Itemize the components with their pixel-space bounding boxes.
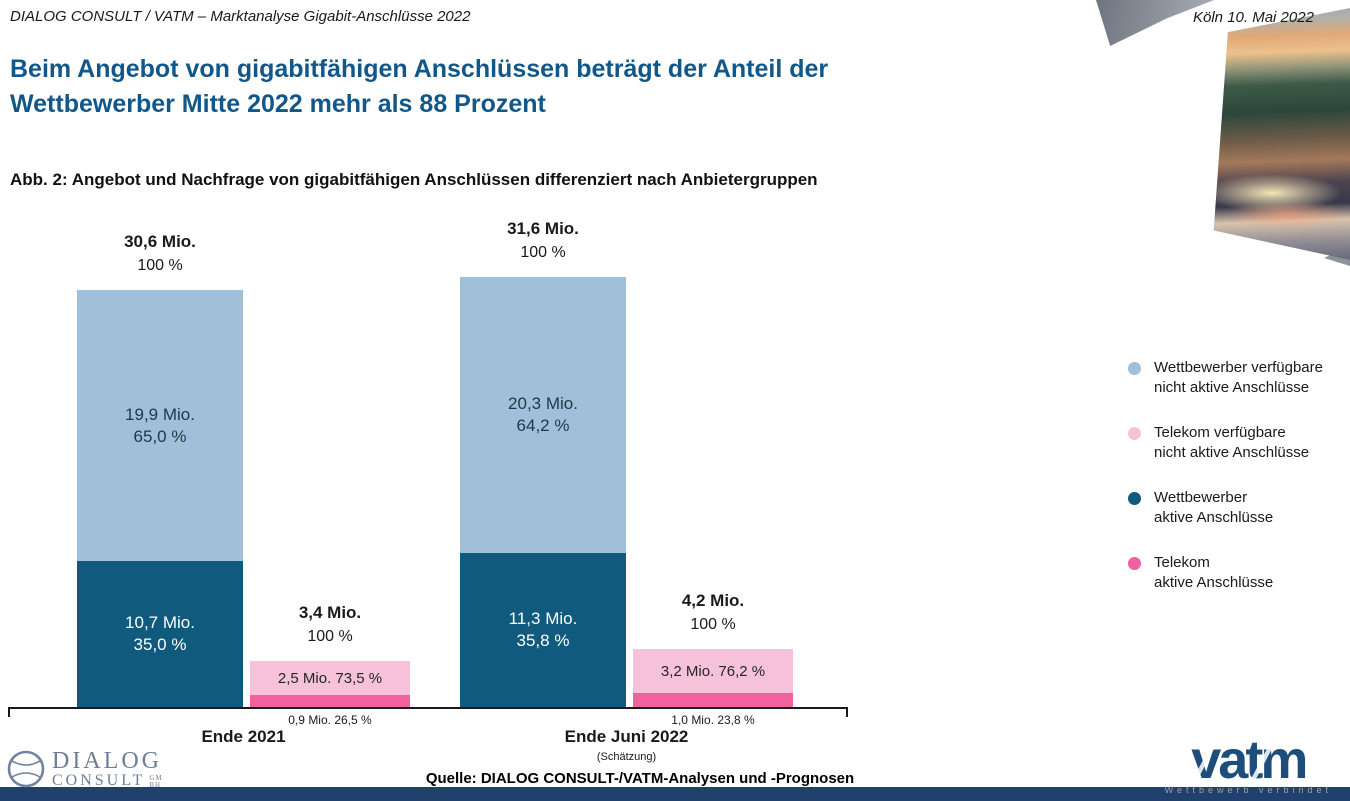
segment-label: 10,7 Mio. 35,0 % (125, 612, 195, 656)
bar-total-percent: 100 % (137, 257, 183, 274)
segment-label: 2,5 Mio. 73,5 % (277, 669, 383, 687)
legend-label: Wettbewerber aktive Anschlüsse (1154, 488, 1273, 528)
segment-label: 20,3 Mio. 64,2 % (508, 393, 578, 437)
group-label-text: Ende 2021 (201, 727, 286, 746)
header-photo (1208, 0, 1350, 268)
vatm-tagline: Wettbewerb verbindet (1164, 785, 1332, 795)
bar-wettbewerber: 19,9 Mio. 65,0 % 10,7 Mio. 35,0 % (77, 290, 243, 707)
page-title: Beim Angebot von gigabitfähigen Anschlüs… (10, 55, 829, 118)
legend-line: aktive Anschlüsse (1154, 574, 1274, 591)
legend-item: Telekom verfügbare nicht aktive Anschlüs… (1128, 423, 1323, 463)
group-sublabel-text: (Schätzung) (596, 751, 657, 763)
segment-value: 20,3 Mio. (508, 394, 578, 413)
stacked-bar-chart: 30,6 Mio. 100 % 19,9 Mio. 65,0 % 10,7 Mio. 35… (8, 219, 848, 763)
bar-total-label: 31,6 Mio. 100 % (460, 218, 626, 263)
segment-label: 11,3 Mio. 35,8 % (509, 608, 578, 652)
vatm-logo: vatm Wettbewerb verbindet (1164, 733, 1332, 795)
dialog-consult-logo: DIALOG CONSULT GMBH (6, 749, 163, 789)
footer-bar (0, 787, 1350, 801)
bar-segment: 11,3 Mio. 35,8 % (460, 553, 626, 707)
legend-item: Wettbewerber verfügbare nicht aktive Ans… (1128, 358, 1323, 398)
dialog-word: DIALOG (52, 748, 162, 774)
dialog-consult-wordmark: DIALOG CONSULT GMBH (52, 749, 163, 789)
axis-group-label: Ende Juni 2022 (Schätzung) (460, 727, 793, 764)
highway-photo (1213, 8, 1350, 260)
legend-swatch (1128, 557, 1141, 570)
gmbh-suffix: GMBH (149, 774, 163, 789)
legend-item: Wettbewerber aktive Anschlüsse (1128, 488, 1323, 528)
bar-segment (633, 693, 793, 707)
bar-total-value: 4,2 Mio. (681, 591, 745, 610)
axis-group-label: Ende 2021 (77, 727, 410, 747)
segment-percent: 64,2 % (516, 416, 570, 435)
bar-total-label: 4,2 Mio. 100 % (633, 590, 793, 635)
source-note: Quelle: DIALOG CONSULT-/VATM-Analysen un… (425, 770, 855, 787)
legend-label: Telekom aktive Anschlüsse (1154, 553, 1273, 593)
legend-swatch (1128, 492, 1141, 505)
bar-total-value: 31,6 Mio. (507, 219, 579, 238)
legend-line: Telekom verfügbare (1154, 424, 1286, 441)
bar-segment: 19,9 Mio. 65,0 % (77, 290, 243, 561)
segment-label: 19,9 Mio. 65,0 % (125, 404, 195, 448)
legend-line: Wettbewerber (1154, 489, 1248, 506)
figure-caption: Abb. 2: Angebot und Nachfrage von gigabi… (10, 170, 818, 189)
bar-segment: 20,3 Mio. 64,2 % (460, 277, 626, 553)
legend-line: Wettbewerber verfügbare (1154, 359, 1323, 376)
bar-segment: 2,5 Mio. 73,5 % (250, 661, 410, 695)
below-axis-label: 1,0 Mio. 23,8 % (671, 713, 755, 727)
segment-percent: 35,8 % (516, 631, 570, 650)
below-axis-label: 0,9 Mio. 26,5 % (288, 713, 372, 727)
bar-telekom: 3,2 Mio. 76,2 % (633, 649, 793, 707)
bar-total-label: 3,4 Mio. 100 % (250, 602, 410, 647)
legend-line: nicht aktive Anschlüsse (1154, 444, 1310, 461)
segment-label: 3,2 Mio. 76,2 % (660, 662, 766, 680)
legend-swatch (1128, 362, 1141, 375)
vatm-wordmark: vatm (1165, 733, 1332, 787)
bar-segment (250, 695, 410, 707)
vatm-word-text: vatm (1191, 729, 1308, 790)
legend-label: Wettbewerber verfügbare nicht aktive Ans… (1154, 358, 1323, 398)
consult-word: CONSULT (52, 772, 146, 789)
bar-total-percent: 100 % (520, 244, 566, 261)
legend: Wettbewerber verfügbare nicht aktive Ans… (1128, 358, 1323, 618)
bar-segment: 10,7 Mio. 35,0 % (77, 561, 243, 707)
bar-total-value: 30,6 Mio. (124, 232, 196, 251)
legend-line: nicht aktive Anschlüsse (1154, 379, 1310, 396)
bar-total-percent: 100 % (690, 616, 736, 633)
legend-swatch (1128, 427, 1141, 440)
x-axis (8, 707, 848, 717)
segment-percent: 35,0 % (133, 635, 187, 654)
segment-value: 11,3 Mio. (508, 609, 578, 628)
date-location: Köln 10. Mai 2022 (1193, 9, 1314, 26)
segment-value: 19,9 Mio. (125, 404, 195, 424)
legend-label: Telekom verfügbare nicht aktive Anschlüs… (1154, 423, 1309, 463)
bar-total-percent: 100 % (307, 628, 353, 645)
bar-wettbewerber: 20,3 Mio. 64,2 % 11,3 Mio. 35,8 % (460, 277, 626, 707)
bar-telekom: 2,5 Mio. 73,5 % (250, 661, 410, 707)
segment-value: 10,7 Mio. (125, 613, 195, 632)
legend-item: Telekom aktive Anschlüsse (1128, 553, 1323, 593)
bar-total-label: 30,6 Mio. 100 % (77, 231, 243, 276)
bar-total-value: 3,4 Mio. (298, 603, 362, 622)
document-header: DIALOG CONSULT / VATM – Marktanalyse Gig… (10, 8, 471, 25)
bar-segment: 3,2 Mio. 76,2 % (633, 649, 793, 693)
legend-line: Telekom (1154, 554, 1210, 571)
segment-percent: 65,0 % (133, 426, 187, 446)
dialog-consult-icon (7, 750, 45, 788)
group-label-text: Ende Juni 2022 (564, 727, 689, 746)
legend-line: aktive Anschlüsse (1154, 509, 1274, 526)
